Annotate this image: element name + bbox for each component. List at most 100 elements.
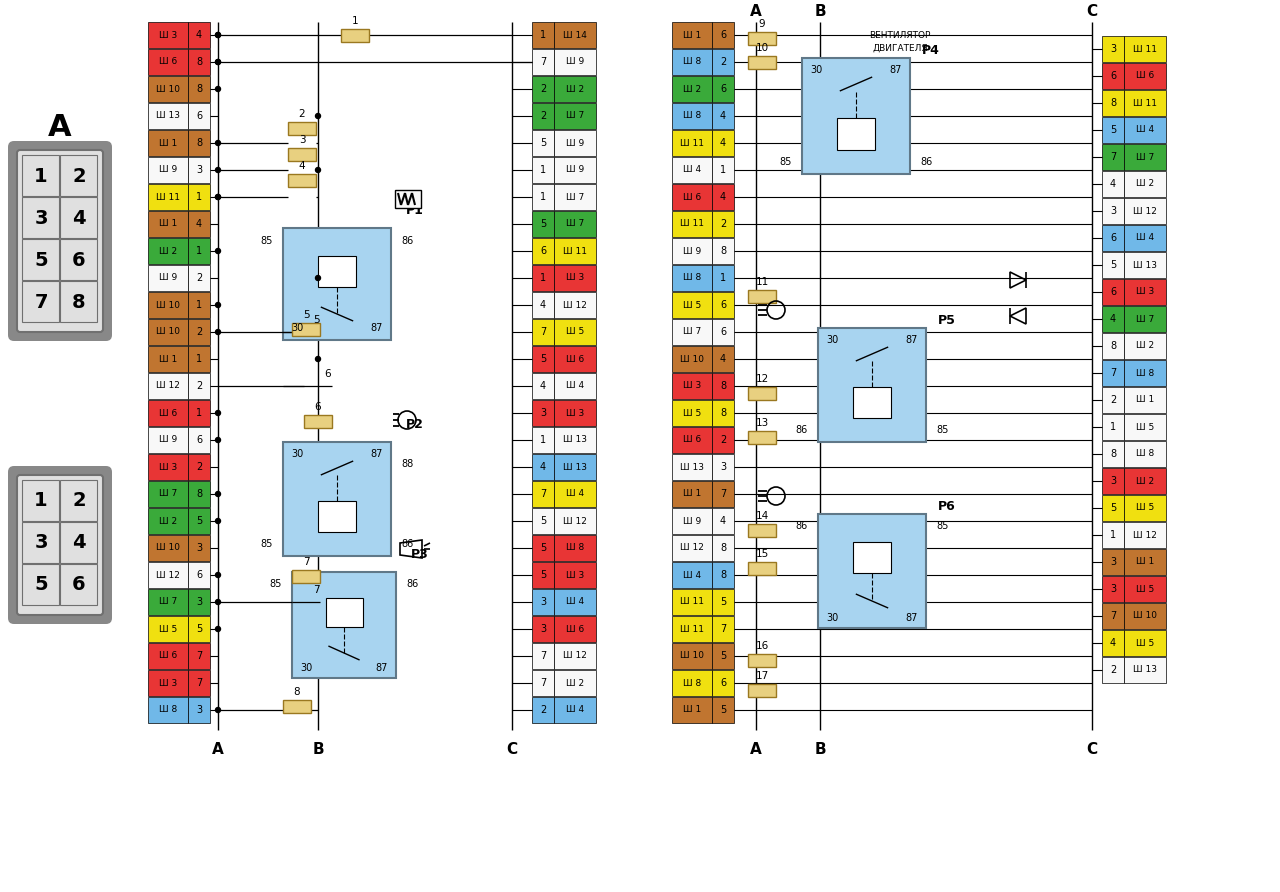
- Text: Ш 10: Ш 10: [156, 543, 180, 552]
- Text: Ш 9: Ш 9: [159, 435, 177, 444]
- Text: Ш 1: Ш 1: [682, 490, 701, 499]
- Text: 8: 8: [196, 84, 202, 94]
- Bar: [188, 157, 210, 183]
- Text: 5: 5: [540, 516, 547, 526]
- Bar: [532, 238, 554, 264]
- Bar: [712, 346, 733, 372]
- Text: 1: 1: [196, 246, 202, 256]
- Bar: [1124, 90, 1166, 116]
- Circle shape: [215, 626, 220, 632]
- Text: Ш 7: Ш 7: [159, 598, 177, 607]
- Bar: [283, 228, 390, 340]
- Text: A: A: [750, 742, 762, 757]
- Bar: [148, 535, 188, 561]
- Bar: [712, 454, 733, 480]
- Bar: [748, 290, 776, 302]
- Text: 1: 1: [719, 165, 726, 175]
- Bar: [532, 643, 554, 669]
- Bar: [672, 508, 712, 534]
- Bar: [712, 157, 733, 183]
- Bar: [532, 211, 554, 237]
- Text: 8: 8: [196, 138, 202, 148]
- Text: 5: 5: [1110, 503, 1116, 513]
- Text: Ш 2: Ш 2: [1135, 179, 1155, 188]
- Text: 5: 5: [540, 138, 547, 148]
- Text: 4: 4: [719, 516, 726, 526]
- Bar: [554, 49, 596, 75]
- Bar: [188, 670, 210, 696]
- Bar: [712, 373, 733, 399]
- Bar: [672, 454, 712, 480]
- Text: 30: 30: [826, 613, 838, 623]
- Bar: [712, 535, 733, 561]
- Bar: [712, 562, 733, 588]
- Bar: [148, 589, 188, 615]
- Bar: [292, 572, 396, 678]
- Text: Ш 7: Ш 7: [566, 112, 584, 120]
- Bar: [1102, 414, 1124, 440]
- Bar: [672, 346, 712, 372]
- Bar: [188, 643, 210, 669]
- Text: 5: 5: [1110, 125, 1116, 135]
- Bar: [532, 589, 554, 615]
- Bar: [712, 697, 733, 723]
- Bar: [1102, 306, 1124, 332]
- Text: 4: 4: [1110, 179, 1116, 189]
- Text: 5: 5: [719, 597, 726, 607]
- Bar: [292, 323, 320, 335]
- Text: Ш 7: Ш 7: [1135, 153, 1155, 161]
- Circle shape: [215, 87, 220, 92]
- Circle shape: [215, 249, 220, 253]
- Bar: [148, 400, 188, 426]
- Bar: [672, 184, 712, 210]
- Text: 86: 86: [401, 236, 413, 246]
- Text: 1: 1: [35, 491, 47, 510]
- Bar: [326, 598, 364, 627]
- Bar: [672, 76, 712, 102]
- Bar: [1124, 225, 1166, 251]
- Bar: [672, 265, 712, 291]
- Bar: [1124, 495, 1166, 521]
- Text: 5: 5: [35, 575, 47, 594]
- Text: 8: 8: [719, 381, 726, 391]
- Bar: [148, 238, 188, 264]
- Text: Ш 8: Ш 8: [1135, 368, 1155, 377]
- Bar: [188, 76, 210, 102]
- Bar: [672, 562, 712, 588]
- Bar: [554, 670, 596, 696]
- Text: Ш 10: Ш 10: [680, 651, 704, 660]
- Bar: [1124, 441, 1166, 467]
- Text: Ш 2: Ш 2: [1135, 476, 1155, 485]
- Bar: [554, 508, 596, 534]
- Text: 1: 1: [719, 273, 726, 283]
- Bar: [712, 130, 733, 156]
- Text: 87: 87: [906, 613, 918, 623]
- Bar: [672, 103, 712, 129]
- Text: 6: 6: [719, 327, 726, 337]
- Text: Ш 5: Ш 5: [159, 624, 177, 633]
- Text: Ш 12: Ш 12: [563, 651, 588, 660]
- Bar: [532, 265, 554, 291]
- Text: Ш 5: Ш 5: [1135, 423, 1155, 432]
- Text: 87: 87: [371, 323, 383, 333]
- Bar: [712, 481, 733, 507]
- Bar: [532, 292, 554, 318]
- Bar: [60, 239, 97, 280]
- Bar: [532, 157, 554, 183]
- Text: 1: 1: [196, 192, 202, 202]
- Text: Ш 12: Ш 12: [563, 516, 588, 525]
- Bar: [188, 103, 210, 129]
- Text: 4: 4: [719, 138, 726, 148]
- Text: 16: 16: [755, 641, 768, 651]
- Bar: [532, 697, 554, 723]
- Bar: [1102, 225, 1124, 251]
- Text: A: A: [212, 742, 224, 757]
- Text: Ш 1: Ш 1: [159, 219, 177, 228]
- Bar: [148, 76, 188, 102]
- Bar: [712, 616, 733, 642]
- Text: 7: 7: [1110, 152, 1116, 162]
- Text: Ш 11: Ш 11: [1133, 98, 1157, 108]
- Text: 87: 87: [906, 335, 918, 345]
- Text: 15: 15: [755, 549, 768, 559]
- Bar: [148, 346, 188, 372]
